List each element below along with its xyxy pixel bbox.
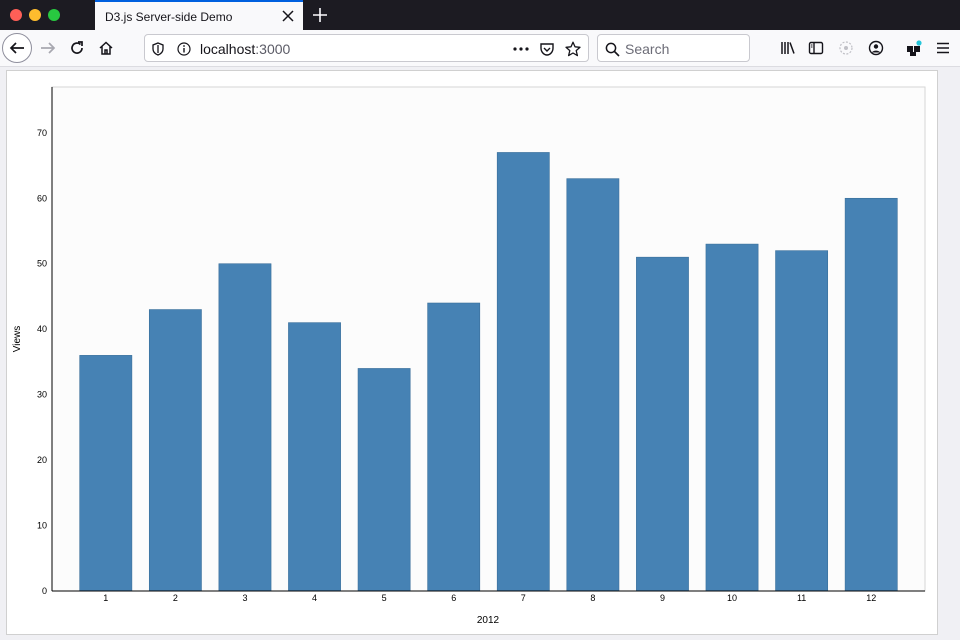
sync-icon[interactable] bbox=[832, 34, 860, 62]
y-tick-label: 20 bbox=[37, 455, 47, 465]
x-axis-label: 2012 bbox=[477, 615, 500, 626]
chart-frame: 0 10 20 30 40 50 60 70 1 2 3 4 5 6 7 8 9 10 11 12 Views 20… bbox=[6, 70, 938, 635]
search-bar[interactable]: Search bbox=[597, 34, 750, 62]
y-tick-label: 10 bbox=[37, 521, 47, 531]
bar-8 bbox=[566, 178, 620, 592]
window-maximize-button[interactable] bbox=[48, 9, 60, 21]
x-tick-label: 12 bbox=[866, 593, 876, 603]
account-icon[interactable] bbox=[862, 34, 890, 62]
y-tick-label: 0 bbox=[42, 586, 47, 596]
tab-strip: D3.js Server-side Demo bbox=[0, 0, 960, 30]
window-close-button[interactable] bbox=[10, 9, 22, 21]
search-icon bbox=[603, 40, 621, 58]
tab-title: D3.js Server-side Demo bbox=[105, 10, 233, 24]
shield-icon[interactable] bbox=[149, 40, 167, 58]
x-tick-label: 4 bbox=[312, 593, 317, 603]
url-text[interactable]: localhost:3000 bbox=[200, 41, 290, 57]
bar-9 bbox=[636, 256, 689, 592]
x-tick-label: 11 bbox=[797, 593, 806, 603]
home-icon[interactable] bbox=[92, 34, 120, 62]
x-tick-label: 3 bbox=[242, 593, 247, 603]
x-tick-label: 9 bbox=[660, 593, 665, 603]
info-icon[interactable] bbox=[175, 40, 193, 58]
bar-6 bbox=[427, 302, 481, 592]
bar-12 bbox=[844, 197, 898, 592]
x-tick-label: 10 bbox=[727, 593, 737, 603]
more-dots-icon[interactable] bbox=[512, 40, 530, 58]
x-tick-label: 8 bbox=[590, 593, 595, 603]
extensions-icon[interactable] bbox=[900, 34, 928, 62]
url-host: localhost bbox=[200, 41, 256, 57]
reload-icon[interactable] bbox=[63, 34, 91, 62]
bar-1 bbox=[79, 355, 133, 592]
y-tick-label: 60 bbox=[37, 193, 47, 203]
window-minimize-button[interactable] bbox=[29, 9, 41, 21]
tab-active[interactable]: D3.js Server-side Demo bbox=[95, 0, 303, 30]
bar-2 bbox=[148, 309, 202, 592]
forward-arrow-icon[interactable] bbox=[34, 34, 62, 62]
library-icon[interactable] bbox=[774, 34, 802, 62]
x-tick-label: 5 bbox=[382, 593, 387, 603]
x-tick-label: 6 bbox=[451, 593, 456, 603]
y-axis-label: Views bbox=[12, 326, 23, 353]
x-tick-label: 7 bbox=[521, 593, 526, 603]
y-tick-label: 40 bbox=[37, 324, 47, 334]
menu-icon[interactable] bbox=[929, 34, 957, 62]
pocket-icon[interactable] bbox=[538, 40, 556, 58]
x-tick-label: 1 bbox=[103, 593, 108, 603]
x-tick-label: 2 bbox=[173, 593, 178, 603]
star-icon[interactable] bbox=[564, 40, 582, 58]
y-tick-label: 50 bbox=[37, 259, 47, 269]
bar-4 bbox=[288, 322, 341, 592]
bar-7 bbox=[496, 152, 550, 592]
close-icon[interactable] bbox=[279, 7, 297, 25]
navigation-toolbar: localhost:3000 Search bbox=[0, 30, 960, 67]
url-bar[interactable]: localhost:3000 bbox=[144, 34, 589, 62]
url-port: :3000 bbox=[255, 41, 291, 57]
bar-11 bbox=[775, 250, 829, 592]
bar-5 bbox=[357, 368, 411, 592]
y-tick-label: 30 bbox=[37, 390, 47, 400]
sidebar-icon[interactable] bbox=[802, 34, 830, 62]
plus-icon[interactable] bbox=[309, 4, 331, 26]
page-viewport: 0 10 20 30 40 50 60 70 1 2 3 4 5 6 7 8 9 10 11 12 Views 20… bbox=[0, 67, 960, 640]
bar-10 bbox=[705, 243, 759, 592]
bar-3 bbox=[218, 263, 272, 592]
back-arrow-icon[interactable] bbox=[2, 33, 32, 63]
search-placeholder: Search bbox=[625, 41, 670, 57]
y-tick-label: 70 bbox=[37, 128, 47, 138]
